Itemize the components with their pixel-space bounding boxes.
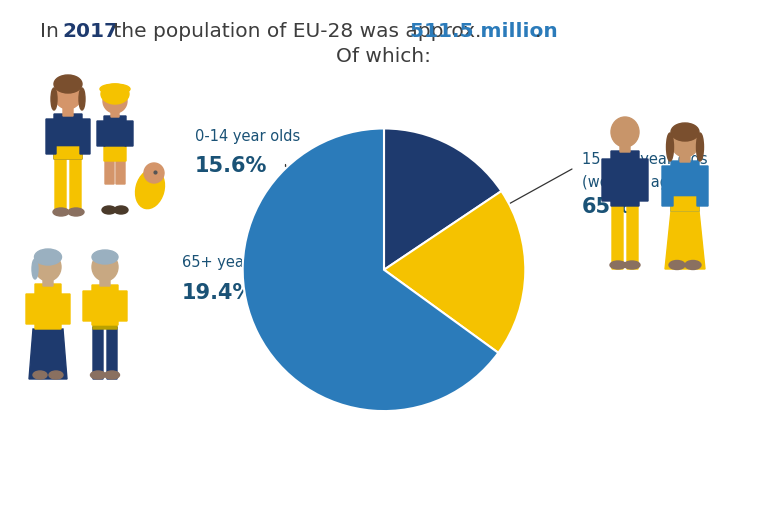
FancyBboxPatch shape — [671, 197, 699, 211]
Ellipse shape — [114, 206, 128, 214]
Ellipse shape — [102, 206, 116, 214]
FancyBboxPatch shape — [59, 294, 70, 324]
Text: 19.4%: 19.4% — [182, 283, 254, 303]
Ellipse shape — [144, 163, 164, 183]
FancyBboxPatch shape — [104, 116, 126, 146]
FancyBboxPatch shape — [46, 119, 56, 154]
FancyBboxPatch shape — [697, 166, 708, 206]
Polygon shape — [665, 211, 705, 269]
FancyBboxPatch shape — [611, 151, 639, 206]
FancyBboxPatch shape — [93, 323, 117, 329]
Text: Of which:: Of which: — [336, 46, 432, 66]
FancyBboxPatch shape — [105, 156, 114, 184]
Ellipse shape — [32, 259, 38, 279]
FancyBboxPatch shape — [35, 284, 61, 329]
FancyBboxPatch shape — [26, 294, 37, 324]
Ellipse shape — [79, 88, 85, 110]
FancyBboxPatch shape — [680, 152, 690, 162]
Ellipse shape — [685, 261, 701, 269]
Ellipse shape — [92, 253, 118, 281]
Ellipse shape — [35, 253, 61, 281]
Text: 65%: 65% — [582, 197, 632, 217]
FancyBboxPatch shape — [63, 106, 73, 116]
FancyBboxPatch shape — [54, 147, 82, 159]
Text: In: In — [40, 21, 65, 41]
Text: 15 – 64 year olds: 15 – 64 year olds — [582, 152, 707, 166]
FancyBboxPatch shape — [54, 114, 82, 159]
Text: 15.6%: 15.6% — [195, 156, 267, 176]
FancyBboxPatch shape — [83, 291, 94, 321]
Wedge shape — [243, 128, 498, 411]
FancyBboxPatch shape — [627, 204, 638, 269]
FancyBboxPatch shape — [612, 204, 623, 269]
FancyBboxPatch shape — [637, 159, 648, 201]
FancyBboxPatch shape — [662, 166, 673, 206]
FancyBboxPatch shape — [111, 109, 119, 117]
Text: 511.5 million: 511.5 million — [410, 21, 558, 41]
Ellipse shape — [611, 117, 639, 147]
FancyBboxPatch shape — [602, 159, 613, 201]
Text: (working age): (working age) — [582, 175, 684, 189]
Ellipse shape — [135, 169, 164, 209]
Ellipse shape — [35, 249, 61, 265]
FancyBboxPatch shape — [620, 142, 630, 152]
Ellipse shape — [671, 123, 699, 141]
FancyBboxPatch shape — [671, 161, 699, 211]
Ellipse shape — [54, 75, 82, 93]
Ellipse shape — [104, 371, 120, 379]
Text: 65+ year olds: 65+ year olds — [182, 256, 285, 270]
FancyBboxPatch shape — [93, 327, 103, 379]
FancyBboxPatch shape — [116, 291, 127, 321]
FancyBboxPatch shape — [80, 119, 90, 154]
FancyBboxPatch shape — [125, 121, 133, 146]
FancyBboxPatch shape — [116, 156, 125, 184]
Wedge shape — [384, 128, 502, 270]
FancyBboxPatch shape — [97, 121, 105, 146]
Text: .: . — [535, 21, 541, 41]
Ellipse shape — [91, 371, 105, 379]
FancyBboxPatch shape — [100, 276, 110, 286]
FancyBboxPatch shape — [104, 143, 126, 161]
Ellipse shape — [624, 261, 640, 269]
FancyBboxPatch shape — [107, 327, 117, 379]
FancyBboxPatch shape — [70, 159, 81, 214]
Ellipse shape — [51, 88, 57, 110]
Ellipse shape — [101, 84, 129, 104]
Text: 2017: 2017 — [62, 21, 118, 41]
Ellipse shape — [610, 261, 626, 269]
FancyBboxPatch shape — [92, 285, 118, 325]
FancyBboxPatch shape — [677, 209, 684, 259]
Ellipse shape — [103, 89, 127, 113]
Ellipse shape — [92, 250, 118, 264]
FancyBboxPatch shape — [55, 159, 66, 214]
Ellipse shape — [68, 208, 84, 216]
Ellipse shape — [33, 371, 47, 379]
Ellipse shape — [669, 261, 685, 269]
Ellipse shape — [54, 79, 82, 109]
Polygon shape — [29, 329, 67, 379]
Ellipse shape — [667, 133, 674, 161]
Text: the population of EU-28 was approx.: the population of EU-28 was approx. — [107, 21, 488, 41]
Ellipse shape — [671, 127, 699, 157]
Ellipse shape — [53, 208, 69, 216]
Ellipse shape — [49, 371, 63, 379]
Ellipse shape — [100, 84, 130, 94]
Text: 0-14 year olds: 0-14 year olds — [195, 128, 300, 144]
Wedge shape — [384, 191, 525, 353]
FancyBboxPatch shape — [43, 276, 53, 286]
FancyBboxPatch shape — [686, 209, 693, 259]
Ellipse shape — [697, 133, 703, 161]
